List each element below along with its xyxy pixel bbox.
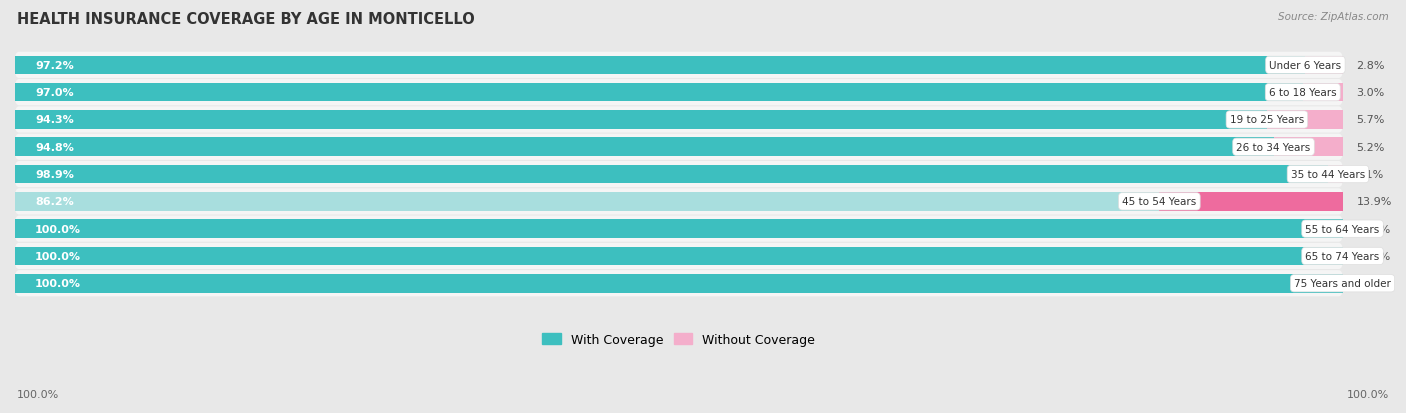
Text: 98.9%: 98.9% — [35, 170, 75, 180]
FancyBboxPatch shape — [15, 216, 1343, 242]
Text: 100.0%: 100.0% — [35, 224, 82, 234]
Text: HEALTH INSURANCE COVERAGE BY AGE IN MONTICELLO: HEALTH INSURANCE COVERAGE BY AGE IN MONT… — [17, 12, 475, 27]
FancyBboxPatch shape — [15, 161, 1343, 188]
Bar — [1305, 57, 1343, 75]
FancyBboxPatch shape — [15, 271, 1343, 297]
Bar — [1160, 192, 1344, 211]
Text: 100.0%: 100.0% — [1347, 389, 1389, 399]
Bar — [15, 274, 1343, 293]
Text: 3.0%: 3.0% — [1355, 88, 1384, 98]
Bar — [15, 247, 1343, 266]
Text: 100.0%: 100.0% — [17, 389, 59, 399]
Text: 26 to 34 Years: 26 to 34 Years — [1236, 142, 1310, 152]
FancyBboxPatch shape — [15, 107, 1343, 133]
FancyBboxPatch shape — [15, 52, 1343, 79]
Legend: With Coverage, Without Coverage: With Coverage, Without Coverage — [537, 328, 820, 351]
Text: 100.0%: 100.0% — [35, 279, 82, 289]
Bar — [15, 220, 1343, 238]
Text: 45 to 54 Years: 45 to 54 Years — [1122, 197, 1197, 207]
Text: 55 to 64 Years: 55 to 64 Years — [1305, 224, 1379, 234]
Text: 97.2%: 97.2% — [35, 61, 73, 71]
Text: 6 to 18 Years: 6 to 18 Years — [1270, 88, 1337, 98]
Text: 97.0%: 97.0% — [35, 88, 73, 98]
Bar — [15, 165, 1327, 184]
Bar — [1267, 111, 1343, 129]
Bar — [15, 57, 1305, 75]
Text: 65 to 74 Years: 65 to 74 Years — [1305, 252, 1379, 261]
Text: 19 to 25 Years: 19 to 25 Years — [1230, 115, 1303, 125]
Text: Under 6 Years: Under 6 Years — [1270, 61, 1341, 71]
Text: 0.0%: 0.0% — [1362, 279, 1391, 289]
Bar — [15, 84, 1303, 102]
Text: 13.9%: 13.9% — [1357, 197, 1392, 207]
Text: 5.2%: 5.2% — [1355, 142, 1385, 152]
FancyBboxPatch shape — [15, 80, 1343, 106]
Text: 75 Years and older: 75 Years and older — [1294, 279, 1391, 289]
Text: 94.3%: 94.3% — [35, 115, 73, 125]
Text: 5.7%: 5.7% — [1355, 115, 1385, 125]
FancyBboxPatch shape — [15, 243, 1343, 269]
Text: 0.0%: 0.0% — [1362, 252, 1391, 261]
Bar — [1274, 138, 1343, 157]
Bar — [15, 111, 1267, 129]
Bar — [15, 192, 1160, 211]
FancyBboxPatch shape — [15, 134, 1343, 161]
Text: 86.2%: 86.2% — [35, 197, 73, 207]
Text: 94.8%: 94.8% — [35, 142, 75, 152]
Text: 1.1%: 1.1% — [1355, 170, 1384, 180]
Text: 100.0%: 100.0% — [35, 252, 82, 261]
Bar — [1327, 165, 1343, 184]
Bar — [1303, 84, 1343, 102]
Text: 2.8%: 2.8% — [1355, 61, 1385, 71]
Text: Source: ZipAtlas.com: Source: ZipAtlas.com — [1278, 12, 1389, 22]
FancyBboxPatch shape — [15, 189, 1343, 215]
Bar — [15, 138, 1274, 157]
Text: 0.0%: 0.0% — [1362, 224, 1391, 234]
Text: 35 to 44 Years: 35 to 44 Years — [1291, 170, 1365, 180]
